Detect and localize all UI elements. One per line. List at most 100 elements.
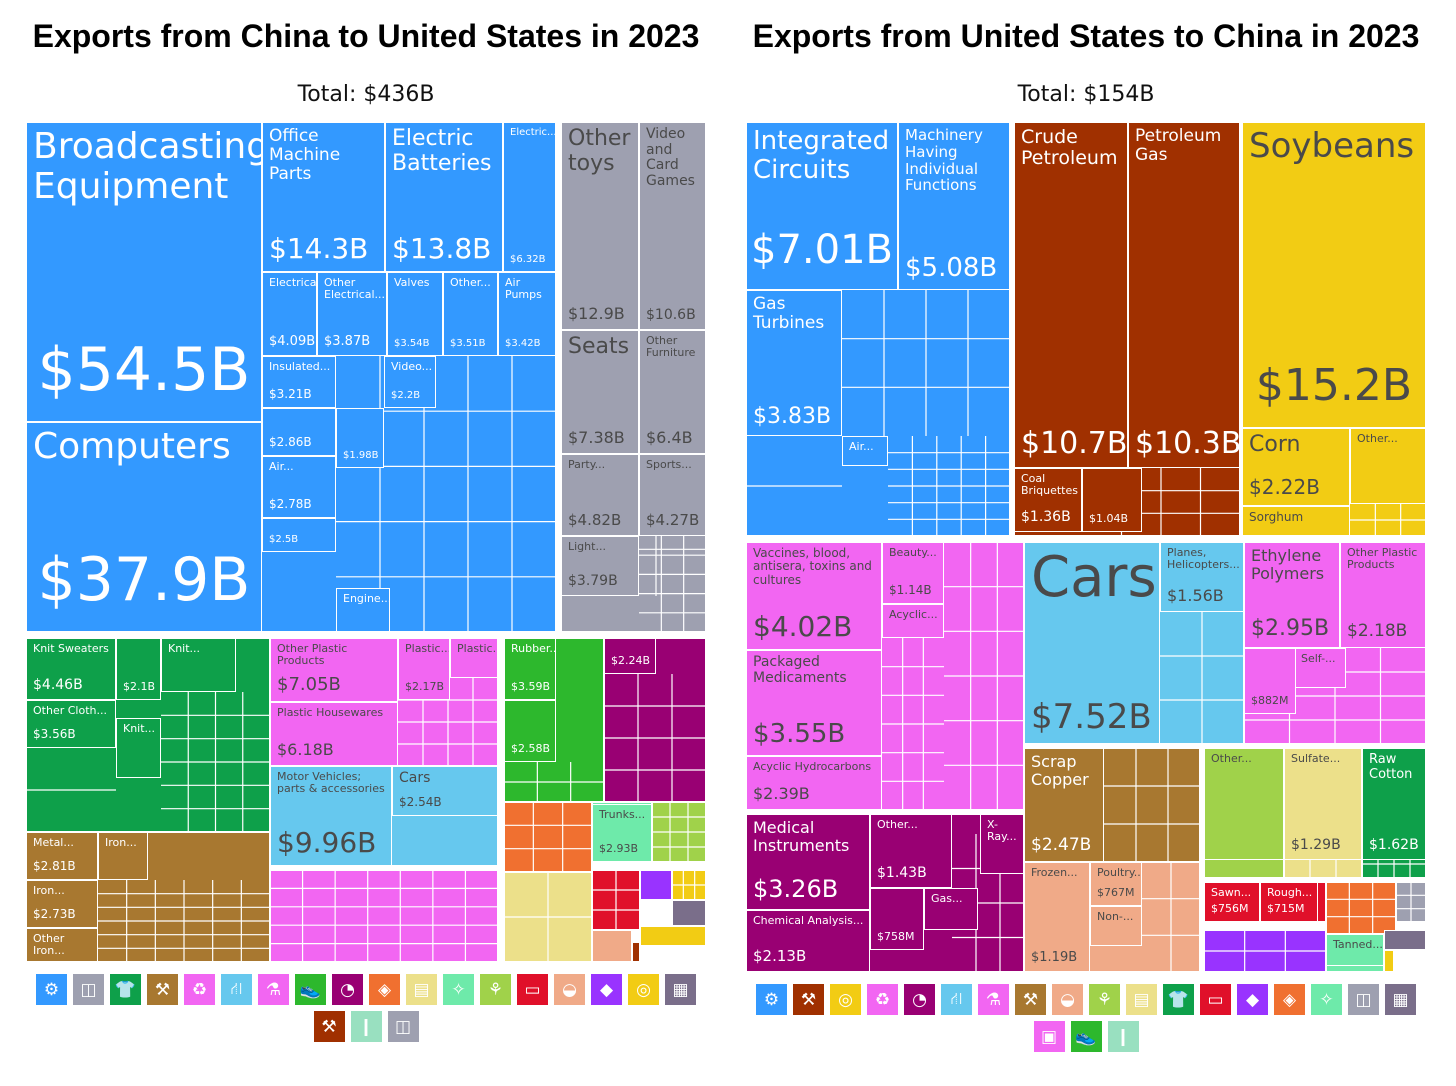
treemap-tile[interactable]: $2.58B bbox=[504, 700, 556, 762]
foodstuffs-sector-icon[interactable]: ◎ bbox=[830, 984, 861, 1015]
treemap-tile[interactable]: Gas Turbines $3.83B bbox=[746, 290, 842, 436]
art-sector-icon[interactable]: ▦ bbox=[665, 974, 696, 1005]
treemap-tile[interactable]: $2.86B bbox=[262, 408, 336, 456]
treemap-tile[interactable]: Poultry... $767M bbox=[1090, 862, 1142, 906]
treemap-tile[interactable]: $758M bbox=[870, 888, 924, 950]
treemap-tile[interactable]: Coal Briquettes $1.36B bbox=[1014, 468, 1082, 532]
mineral-sector-icon[interactable]: ⚒ bbox=[313, 1011, 345, 1042]
misc-sector-icon[interactable]: ◫ bbox=[387, 1011, 419, 1042]
foodstuffs-sector-icon[interactable]: ◎ bbox=[628, 974, 659, 1005]
treemap-tile[interactable]: Cars $2.54B bbox=[392, 766, 498, 816]
treemap-tile[interactable]: Other... bbox=[1350, 428, 1426, 504]
treemap-tile[interactable]: Computers $37.9B bbox=[26, 422, 262, 632]
treemap-tile[interactable]: $1.98B bbox=[336, 408, 384, 468]
treemap-tile[interactable]: $1.04B bbox=[1082, 468, 1142, 532]
plastics-sector-icon[interactable]: ▣ bbox=[1033, 1021, 1065, 1052]
treemap-tile[interactable]: Non-... bbox=[1090, 906, 1142, 946]
machinery-sector-icon[interactable]: ⚙ bbox=[36, 974, 67, 1005]
treemap-tile[interactable]: Valves $3.54B bbox=[387, 272, 443, 356]
treemap-tile[interactable]: $2.5B bbox=[262, 518, 336, 552]
misc-sector-icon[interactable]: ◫ bbox=[1348, 984, 1379, 1015]
treemap-tile[interactable]: Acyclic... bbox=[882, 604, 944, 638]
treemap-tile[interactable]: $2.1B bbox=[116, 638, 161, 700]
treemap-tile[interactable]: Acyclic Hydrocarbons $2.39B bbox=[746, 756, 882, 810]
treemap-tile[interactable]: Iron... $2.73B bbox=[26, 880, 98, 928]
hides-sector-icon[interactable]: ✧ bbox=[1311, 984, 1342, 1015]
treemap-tile[interactable]: Soybeans $15.2B bbox=[1242, 122, 1426, 428]
treemap-tile[interactable]: Video and Card Games $10.6B bbox=[639, 122, 706, 330]
treemap-tile[interactable]: Cars $7.52B bbox=[1024, 542, 1160, 744]
treemap-tile[interactable]: Packaged Medicaments $3.55B bbox=[746, 650, 882, 756]
plastics-sector-icon[interactable]: ⚗ bbox=[978, 984, 1009, 1015]
treemap-tile[interactable]: $882M bbox=[1244, 648, 1296, 714]
transport-sector-icon[interactable]: ⛙ bbox=[221, 974, 252, 1005]
hides-sector-icon[interactable]: ✧ bbox=[443, 974, 474, 1005]
treemap-tile[interactable]: Other... bbox=[1204, 748, 1284, 860]
treemap-tile[interactable]: Iron... bbox=[98, 832, 148, 880]
treemap-tile[interactable]: Air Pumps $3.42B bbox=[498, 272, 556, 356]
treemap-tile[interactable]: Other Electrical... $3.87B bbox=[317, 272, 387, 356]
metals-sector-icon[interactable]: ⚒ bbox=[1015, 984, 1046, 1015]
treemap-tile[interactable]: Electric... $6.32B bbox=[503, 122, 556, 272]
vegetable-sector-icon[interactable]: ⚘ bbox=[1089, 984, 1120, 1015]
footwear-sector-icon[interactable]: 👟 bbox=[1070, 1021, 1102, 1052]
stone-sector-icon[interactable]: ◈ bbox=[1274, 984, 1305, 1015]
treemap-tile[interactable]: Video... $2.2B bbox=[384, 356, 436, 408]
treemap-tile[interactable]: Motor Vehicles; parts & accessories $9.96… bbox=[270, 766, 392, 866]
treemap-tile[interactable]: Plastic... $2.17B bbox=[398, 638, 450, 700]
treemap-tile[interactable]: Air... $2.78B bbox=[262, 456, 336, 518]
stone-sector-icon[interactable]: ◈ bbox=[369, 974, 400, 1005]
animal-sector-icon[interactable]: ◒ bbox=[1052, 984, 1083, 1015]
treemap-tile[interactable]: Knit... bbox=[161, 638, 236, 692]
treemap-tile[interactable]: Electric Batteries $13.8B bbox=[385, 122, 503, 272]
treemap-tile[interactable]: Metal... $2.81B bbox=[26, 832, 98, 880]
vegetable-sector-icon[interactable]: ⚘ bbox=[480, 974, 511, 1005]
treemap-tile[interactable]: Seats $7.38B bbox=[561, 330, 639, 454]
treemap-tile[interactable]: Gas... bbox=[924, 888, 978, 930]
wood-sector-icon[interactable]: ▭ bbox=[1200, 984, 1231, 1015]
treemap-tile[interactable]: Corn $2.22B bbox=[1242, 428, 1350, 506]
treemap-tile[interactable]: Rough... $715M bbox=[1260, 882, 1318, 922]
animal-sector-icon[interactable]: ◒ bbox=[554, 974, 585, 1005]
plastics-sector-icon[interactable]: ⚗ bbox=[258, 974, 289, 1005]
treemap-tile[interactable]: Petroleum Gas $10.3B bbox=[1128, 122, 1240, 468]
treemap-tile[interactable]: Electrical... $4.09B bbox=[262, 272, 317, 356]
treemap-tile[interactable]: Crude Petroleum $10.7B bbox=[1014, 122, 1128, 468]
mineral-sector-icon[interactable]: ⚒ bbox=[793, 984, 824, 1015]
chemicals-sector-icon[interactable]: ♻ bbox=[184, 974, 215, 1005]
treemap-tile[interactable]: Medical Instruments $3.26B bbox=[746, 814, 870, 910]
instruments-sector-icon[interactable]: ◔ bbox=[332, 974, 363, 1005]
machinery-sector-icon[interactable]: ⚙ bbox=[756, 984, 787, 1015]
treemap-tile[interactable]: Other toys $12.9B bbox=[561, 122, 639, 330]
art-sector-icon[interactable]: ▦ bbox=[1385, 984, 1416, 1015]
treemap-tile[interactable]: Integrated Circuits $7.01B bbox=[746, 122, 898, 290]
instruments-sector-icon[interactable]: ◔ bbox=[904, 984, 935, 1015]
treemap-tile[interactable]: Air... bbox=[842, 436, 888, 466]
treemap-tile[interactable]: Broadcasting Equipment $54.5B bbox=[26, 122, 262, 422]
treemap-tile[interactable]: Party... $4.82B bbox=[561, 454, 639, 536]
treemap-tile[interactable]: Rubber... $3.59B bbox=[504, 638, 556, 700]
treemap-tile[interactable]: Insulated... $3.21B bbox=[262, 356, 336, 408]
metals-sector-icon[interactable]: ⚒ bbox=[147, 974, 178, 1005]
wood-sector-icon[interactable]: ▭ bbox=[517, 974, 548, 1005]
precious-sector-icon[interactable]: ◆ bbox=[1237, 984, 1268, 1015]
treemap-tile[interactable]: Raw Cotton $1.62B bbox=[1362, 748, 1426, 860]
treemap-tile[interactable]: Scrap Copper $2.47B bbox=[1024, 748, 1104, 862]
treemap-tile[interactable]: Other Plastic Products $7.05B bbox=[270, 638, 398, 702]
transport-sector-icon[interactable]: ⛙ bbox=[941, 984, 972, 1015]
chemicals-sector-icon[interactable]: ♻ bbox=[867, 984, 898, 1015]
treemap-tile[interactable]: Vaccines, blood, antisera, toxins and cu… bbox=[746, 542, 882, 650]
treemap-tile[interactable]: Other... $1.43B bbox=[870, 814, 952, 888]
textiles-sector-icon[interactable]: 👕 bbox=[110, 974, 141, 1005]
treemap-tile[interactable]: Planes, Helicopters... $1.56B bbox=[1160, 542, 1244, 612]
treemap-tile[interactable]: Frozen... $1.19B bbox=[1024, 862, 1090, 972]
treemap-tile[interactable]: Self-... bbox=[1294, 648, 1346, 688]
paper-sector-icon[interactable]: ▤ bbox=[406, 974, 437, 1005]
treemap-tile[interactable]: Engine... bbox=[336, 588, 390, 632]
precious-sector-icon[interactable]: ◆ bbox=[591, 974, 622, 1005]
treemap-tile[interactable]: Beauty... $1.14B bbox=[882, 542, 944, 604]
treemap-tile[interactable]: Sulfate... $1.29B bbox=[1284, 748, 1362, 860]
treemap-tile[interactable]: Sports... $4.27B bbox=[639, 454, 706, 536]
treemap-tile[interactable]: $2.24B bbox=[604, 638, 656, 674]
misc-sector-icon[interactable]: ◫ bbox=[73, 974, 104, 1005]
